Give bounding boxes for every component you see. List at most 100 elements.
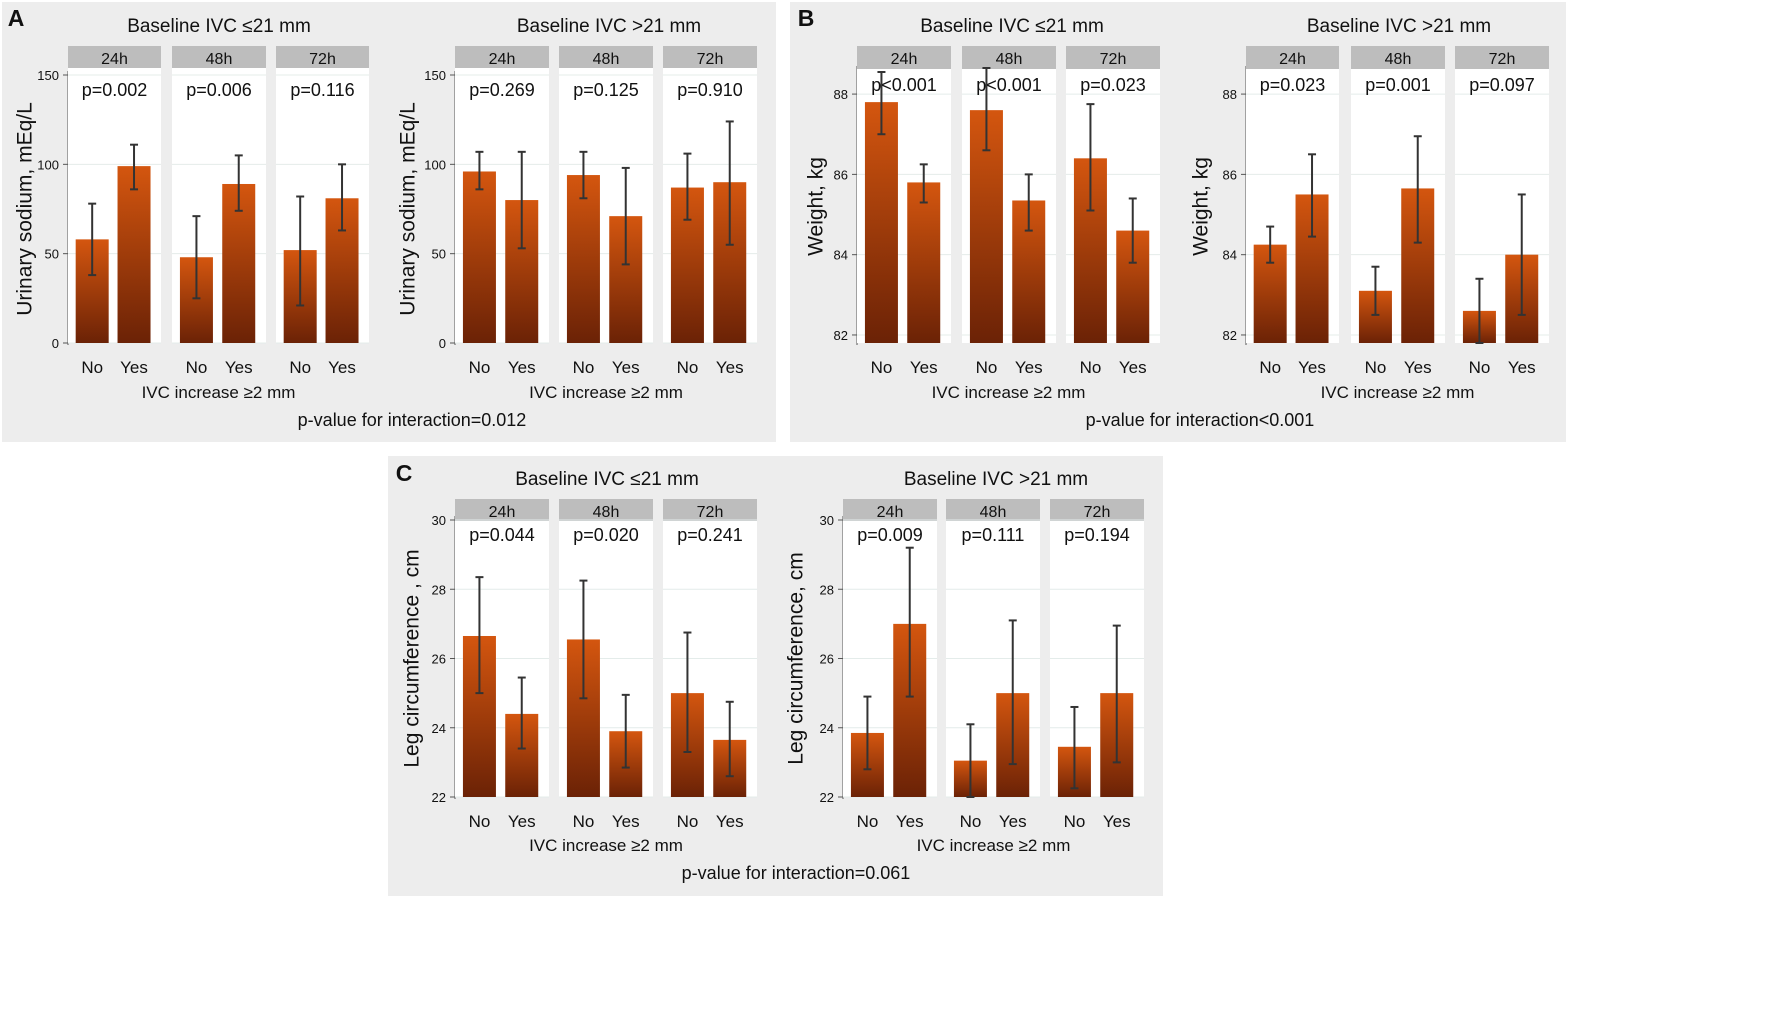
interaction-p-value: p-value for interaction<0.001: [1086, 410, 1315, 430]
facet-p-value: p=0.269: [469, 80, 535, 100]
x-category-label: No: [976, 358, 998, 377]
facet-strip-label: 72h: [309, 51, 336, 68]
y-tick-label: 22: [432, 790, 446, 805]
y-tick-label: 28: [432, 582, 446, 597]
facet-strip-label: 48h: [1385, 51, 1412, 68]
bar-yes: [117, 166, 151, 343]
x-category-label: Yes: [508, 812, 536, 831]
facet-strip-label: 24h: [1279, 51, 1306, 68]
y-tick-label: 150: [424, 68, 446, 83]
y-tick-label: 24: [820, 721, 834, 736]
facet-p-value: p<0.001: [976, 75, 1042, 95]
panel-letter: B: [798, 5, 815, 31]
facet-strip: [455, 46, 549, 68]
y-tick-label: 30: [820, 513, 834, 528]
x-category-label: Yes: [896, 812, 924, 831]
facet-p-value: p=0.125: [573, 80, 639, 100]
facet-strip: [559, 46, 653, 68]
facet-p-value: p=0.097: [1469, 75, 1535, 95]
y-tick-label: 84: [1223, 248, 1237, 263]
x-category-label: Yes: [225, 358, 253, 377]
y-tick-label: 30: [432, 513, 446, 528]
x-category-label: Yes: [612, 358, 640, 377]
facet-24h: 24h No Yes p=0.269: [455, 46, 549, 377]
x-category-label: No: [1365, 358, 1387, 377]
x-category-label: Yes: [716, 358, 744, 377]
facet-72h: 72h No Yes p=0.023: [1066, 46, 1160, 377]
y-tick-label: 22: [820, 790, 834, 805]
x-category-label: Yes: [1298, 358, 1326, 377]
facet-72h: 72h No Yes p=0.097: [1455, 46, 1549, 377]
facet-72h: 72h No Yes p=0.194: [1050, 499, 1144, 831]
bar-no: [462, 171, 496, 343]
y-tick-label: 88: [834, 87, 848, 102]
subplot-group: Baseline IVC ≤21 mm Urinary sodium, mEq/L…: [14, 16, 369, 402]
facet-strip-label: 72h: [1489, 51, 1516, 68]
y-tick-label: 50: [432, 247, 446, 262]
facet-p-value: p=0.241: [677, 525, 743, 545]
interaction-p-value: p-value for interaction=0.012: [298, 410, 527, 430]
x-axis-label: IVC increase ≥2 mm: [932, 383, 1086, 402]
x-category-label: Yes: [1015, 358, 1043, 377]
facet-72h: 72h No Yes p=0.241: [663, 499, 757, 831]
x-category-label: No: [469, 812, 491, 831]
x-category-label: No: [871, 358, 893, 377]
group-title: Baseline IVC ≤21 mm: [127, 16, 311, 37]
group-title: Baseline IVC ≤21 mm: [920, 16, 1104, 37]
facet-strip-label: 72h: [1084, 504, 1111, 521]
facet-strip-label: 48h: [980, 504, 1007, 521]
subplot-group: Baseline IVC >21 mm Urinary sodium, mEq/L…: [397, 16, 757, 402]
y-tick-label: 28: [820, 582, 834, 597]
y-axis-label: Leg circumference , cm: [401, 549, 424, 767]
group-title: Baseline IVC >21 mm: [904, 469, 1088, 490]
x-axis-label: IVC increase ≥2 mm: [529, 836, 683, 855]
panel-C: Cp-value for interaction=0.061 Baseline I…: [388, 456, 1163, 896]
facet-strip: [455, 499, 549, 521]
x-category-label: No: [1080, 358, 1102, 377]
facet-strip: [276, 46, 369, 68]
facet-strip-label: 72h: [697, 504, 724, 521]
panel-letter: C: [396, 460, 413, 486]
y-tick-label: 0: [439, 336, 446, 351]
facet-p-value: p=0.009: [857, 525, 923, 545]
group-title: Baseline IVC >21 mm: [1307, 16, 1491, 37]
facet-48h: 48h No Yes p=0.111: [946, 499, 1040, 831]
facet-strip-label: 24h: [489, 51, 516, 68]
facet-p-value: p=0.111: [962, 525, 1025, 545]
x-category-label: Yes: [910, 358, 938, 377]
x-axis-label: IVC increase ≥2 mm: [142, 383, 296, 402]
facet-24h: 24h No Yes p=0.002: [68, 46, 161, 377]
y-tick-label: 82: [1223, 328, 1237, 343]
x-category-label: No: [857, 812, 879, 831]
x-category-label: No: [186, 358, 208, 377]
x-category-label: Yes: [1404, 358, 1432, 377]
facet-p-value: p=0.044: [469, 525, 535, 545]
y-axis-label: Urinary sodium, mEq/L: [397, 102, 420, 316]
y-tick-label: 150: [37, 68, 59, 83]
x-axis-label: IVC increase ≥2 mm: [917, 836, 1071, 855]
facet-strip-label: 48h: [206, 51, 233, 68]
panel-A: Ap-value for interaction=0.012 Baseline I…: [2, 2, 776, 442]
panel-B: Bp-value for interaction<0.001 Baseline I…: [790, 2, 1566, 442]
facet-strip: [843, 499, 937, 521]
facet-strip: [1455, 46, 1549, 69]
facet-strip-label: 24h: [891, 51, 918, 68]
y-tick-label: 50: [45, 247, 59, 262]
facet-24h: 24h No Yes p=0.044: [455, 499, 549, 831]
x-category-label: Yes: [1103, 812, 1131, 831]
facet-24h: 24h No Yes p=0.023: [1246, 46, 1339, 377]
facet-72h: 72h No Yes p=0.116: [276, 46, 369, 377]
x-category-label: No: [1259, 358, 1281, 377]
x-category-label: No: [289, 358, 311, 377]
facet-p-value: p=0.020: [573, 525, 639, 545]
y-tick-label: 24: [432, 721, 446, 736]
facet-strip-label: 72h: [1100, 51, 1127, 68]
y-tick-label: 0: [52, 336, 59, 351]
facet-p-value: p=0.002: [82, 80, 148, 100]
subplot-group: Baseline IVC >21 mm Leg circumference, cm…: [785, 469, 1144, 855]
facet-48h: 48h No Yes p=0.001: [1351, 46, 1445, 377]
interaction-p-value: p-value for interaction=0.061: [682, 863, 911, 883]
facet-strip: [1066, 46, 1160, 69]
group-title: Baseline IVC ≤21 mm: [515, 469, 699, 490]
facet-strip: [172, 46, 266, 68]
